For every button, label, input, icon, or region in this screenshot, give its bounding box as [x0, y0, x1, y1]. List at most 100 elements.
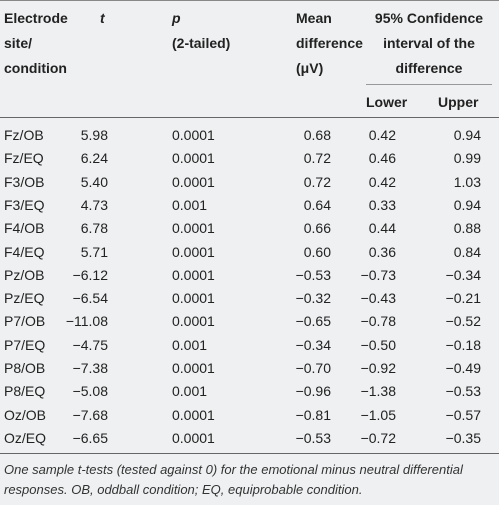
- ci-lower: 0.42: [368, 173, 396, 190]
- t-value: −7.38: [72, 360, 108, 376]
- ci-lower: −1.38: [360, 383, 396, 400]
- column-header: Electrode: [4, 10, 68, 26]
- mean-difference: 0.72: [303, 150, 331, 167]
- t-value: 5.71: [80, 243, 108, 260]
- ci-lower: −0.72: [360, 429, 396, 446]
- mean-difference: −0.70: [295, 360, 331, 376]
- column-header: p: [172, 10, 181, 26]
- subheader: Lower: [366, 94, 408, 110]
- ci-lower: 0.36: [368, 243, 396, 260]
- t-value: 6.78: [80, 220, 108, 237]
- t-value: −6.54: [72, 290, 108, 307]
- subheader: Upper: [438, 94, 479, 110]
- ci-upper: −0.53: [445, 383, 481, 400]
- mean-difference: 0.66: [303, 220, 331, 237]
- t-value: −6.65: [72, 429, 108, 446]
- t-value: 6.24: [80, 150, 108, 167]
- ci-upper: 1.03: [453, 173, 481, 190]
- group-rule: [366, 84, 492, 85]
- mean-difference: 0.64: [303, 196, 331, 213]
- column-header: condition: [4, 60, 67, 76]
- ci-lower: −0.50: [360, 336, 396, 353]
- site: Oz/EQ: [4, 429, 47, 446]
- site: F4/OB: [4, 220, 45, 237]
- site: P8/EQ: [4, 383, 46, 400]
- column-header: difference: [296, 35, 363, 51]
- top-rule: [0, 0, 499, 1]
- ci-upper: −0.57: [445, 406, 481, 423]
- column-header: (μV): [296, 60, 324, 76]
- ci-upper: 0.94: [453, 196, 481, 213]
- site: Oz/OB: [4, 406, 47, 423]
- site: Pz/OB: [4, 266, 45, 283]
- site: F4/EQ: [4, 243, 45, 260]
- ci-upper: 0.88: [453, 220, 481, 237]
- mean-difference: −0.32: [295, 290, 331, 307]
- column-header: difference: [395, 60, 463, 76]
- ci-upper: −0.49: [445, 360, 481, 376]
- ci-upper: 0.94: [453, 127, 481, 143]
- p-value: 0.0001: [172, 150, 215, 167]
- mean-difference: −0.53: [295, 429, 331, 446]
- t-value: −4.75: [72, 336, 108, 353]
- t-value: 5.40: [80, 173, 108, 190]
- ci-lower: −0.73: [360, 266, 396, 283]
- column-header: Mean: [296, 10, 332, 26]
- ci-upper: −0.52: [445, 313, 481, 330]
- mean-difference: −0.34: [295, 336, 331, 353]
- column-header: t: [100, 10, 105, 26]
- mean-difference: −0.65: [295, 313, 331, 330]
- mean-difference: −0.96: [295, 383, 331, 400]
- site: F3/EQ: [4, 196, 45, 213]
- ci-upper: 0.99: [453, 150, 481, 167]
- site: Pz/EQ: [4, 290, 45, 307]
- t-value: −6.12: [72, 266, 108, 283]
- ci-upper: −0.35: [445, 429, 481, 446]
- ci-lower: 0.44: [368, 220, 396, 237]
- p-value: 0.0001: [172, 127, 215, 143]
- site: Fz/OB: [4, 127, 44, 143]
- bottom-rule: [0, 453, 499, 454]
- p-value: 0.001: [172, 383, 208, 400]
- mean-difference: 0.68: [303, 127, 331, 143]
- column-header: 95% Confidence: [374, 10, 484, 26]
- p-value: 0.0001: [172, 173, 215, 190]
- ci-lower: −0.92: [360, 360, 396, 376]
- p-value: 0.0001: [172, 429, 215, 446]
- p-value: 0.0001: [172, 406, 215, 423]
- mean-difference: 0.60: [303, 243, 331, 260]
- p-value: 0.0001: [172, 220, 215, 237]
- site: P7/OB: [4, 313, 46, 330]
- p-value: 0.0001: [172, 243, 215, 260]
- t-value: −7.68: [72, 406, 108, 423]
- ci-upper: 0.84: [453, 243, 481, 260]
- p-value: 0.001: [172, 196, 208, 213]
- p-value: 0.0001: [172, 313, 215, 330]
- t-value: 4.73: [80, 196, 108, 213]
- mean-difference: 0.72: [303, 173, 331, 190]
- header-rule: [0, 117, 499, 118]
- t-value: 5.98: [80, 127, 108, 143]
- p-value: 0.001: [172, 336, 208, 353]
- p-value: 0.0001: [172, 360, 215, 376]
- ci-upper: −0.34: [445, 266, 481, 283]
- ci-upper: −0.21: [445, 290, 481, 307]
- site: Fz/EQ: [4, 150, 44, 167]
- ci-upper: −0.18: [445, 336, 481, 353]
- ci-lower: −0.78: [360, 313, 396, 330]
- ci-lower: 0.33: [368, 196, 396, 213]
- ci-lower: −0.43: [360, 290, 396, 307]
- site: P7/EQ: [4, 336, 46, 353]
- ci-lower: 0.42: [368, 127, 396, 143]
- p-value: 0.0001: [172, 290, 215, 307]
- column-header: (2-tailed): [172, 35, 231, 51]
- mean-difference: −0.81: [295, 406, 331, 423]
- column-header: interval of the: [383, 35, 475, 51]
- site: P8/OB: [4, 360, 46, 376]
- ci-lower: 0.46: [368, 150, 396, 167]
- t-value: −5.08: [72, 383, 108, 400]
- mean-difference: −0.53: [295, 266, 331, 283]
- t-value: −11.08: [65, 313, 108, 330]
- column-header: site/: [4, 35, 33, 51]
